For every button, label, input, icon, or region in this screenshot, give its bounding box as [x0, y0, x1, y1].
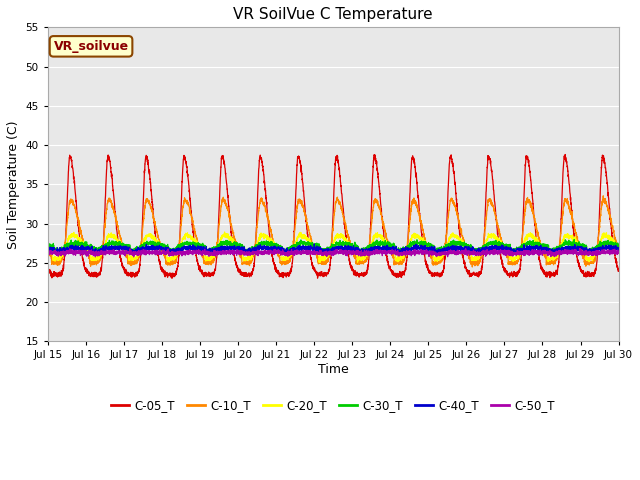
Line: C-05_T: C-05_T [48, 155, 618, 278]
C-20_T [147, 231, 154, 237]
C-40_T [461, 246, 469, 252]
C-40_T [399, 252, 406, 258]
C-50_T [576, 246, 584, 252]
C-20_T [44, 244, 52, 250]
C-05_T [147, 180, 154, 186]
C-40_T [614, 246, 621, 252]
C-20_T [316, 259, 324, 265]
C-05_T [44, 268, 52, 274]
Text: VR_soilvue: VR_soilvue [54, 40, 129, 53]
C-10_T [600, 193, 607, 199]
Line: C-20_T: C-20_T [48, 232, 618, 262]
C-40_T [494, 247, 502, 252]
C-05_T [168, 276, 176, 281]
C-30_T [461, 242, 469, 248]
X-axis label: Time: Time [318, 363, 349, 376]
C-10_T [461, 244, 469, 250]
C-10_T [614, 243, 621, 249]
C-05_T [561, 152, 569, 157]
C-50_T [312, 250, 320, 256]
C-10_T [312, 250, 320, 256]
C-20_T [461, 244, 469, 250]
C-05_T [493, 231, 501, 237]
Line: C-30_T: C-30_T [48, 240, 618, 253]
C-50_T [614, 251, 621, 256]
C-40_T [312, 246, 320, 252]
C-20_T [614, 245, 621, 251]
C-30_T [44, 239, 52, 244]
C-10_T [493, 220, 501, 226]
C-30_T [570, 237, 578, 242]
C-10_T [614, 246, 622, 252]
C-30_T [614, 242, 621, 248]
C-30_T [312, 242, 320, 248]
C-10_T [429, 261, 437, 267]
C-20_T [614, 243, 622, 249]
Line: C-10_T: C-10_T [48, 196, 618, 267]
C-50_T [429, 250, 437, 255]
C-30_T [429, 245, 437, 251]
C-30_T [147, 241, 154, 247]
C-40_T [614, 248, 622, 254]
C-20_T [494, 236, 502, 242]
C-50_T [461, 252, 469, 257]
C-10_T [147, 202, 154, 208]
Line: C-50_T: C-50_T [48, 249, 618, 257]
C-40_T [147, 243, 154, 249]
C-50_T [614, 250, 622, 255]
Line: C-40_T: C-40_T [48, 244, 618, 255]
C-05_T [614, 266, 621, 272]
C-20_T [430, 254, 438, 260]
C-10_T [44, 249, 52, 254]
C-05_T [461, 264, 469, 270]
C-50_T [130, 254, 138, 260]
C-05_T [312, 269, 320, 275]
Y-axis label: Soil Temperature (C): Soil Temperature (C) [7, 120, 20, 249]
Legend: C-05_T, C-10_T, C-20_T, C-30_T, C-40_T, C-50_T: C-05_T, C-10_T, C-20_T, C-30_T, C-40_T, … [106, 394, 560, 417]
C-40_T [310, 241, 318, 247]
C-40_T [44, 247, 52, 252]
C-50_T [147, 250, 154, 256]
C-50_T [44, 250, 52, 255]
C-20_T [312, 246, 320, 252]
C-20_T [221, 229, 228, 235]
C-30_T [614, 243, 622, 249]
C-10_T [468, 264, 476, 270]
C-05_T [614, 266, 622, 272]
C-05_T [429, 271, 437, 277]
C-30_T [493, 240, 501, 245]
C-40_T [430, 244, 438, 250]
Title: VR SoilVue C Temperature: VR SoilVue C Temperature [234, 7, 433, 22]
C-50_T [493, 251, 501, 256]
C-30_T [585, 251, 593, 256]
